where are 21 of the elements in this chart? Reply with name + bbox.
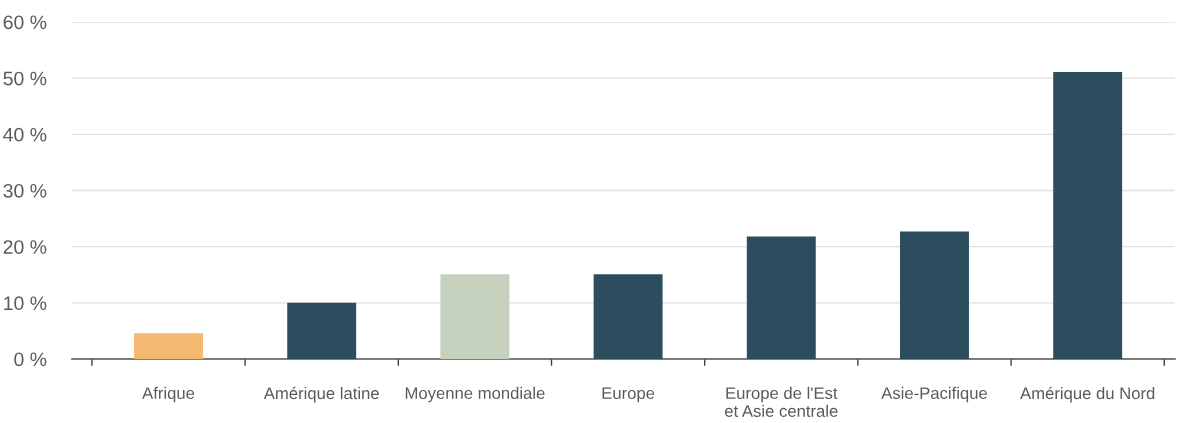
y-tick-label: 10 %: [4, 296, 47, 311]
y-tick-label: 60 %: [3, 15, 47, 30]
bar: [1053, 71, 1123, 359]
y-tick-label: 50 %: [3, 71, 47, 86]
x-tick-label: Afrique: [142, 386, 195, 403]
y-tick-label: 20 %: [3, 240, 47, 254]
x-tick-label: Europe: [602, 387, 655, 403]
y-tick-label: 0 %: [14, 352, 47, 367]
y-tick-label: 30 %: [3, 183, 47, 198]
bar: [134, 333, 203, 359]
bar: [746, 236, 816, 359]
x-tick-label: Europe de l'Est et Asie centrale: [725, 386, 838, 417]
x-tick-label: Moyenne mondiale: [405, 386, 545, 403]
bar: [593, 274, 663, 359]
x-tick-label: Asie-Pacifique: [881, 386, 988, 403]
bar: [287, 302, 357, 359]
bar: [900, 231, 969, 359]
bar: [440, 274, 510, 359]
x-tick-label: Amérique latine: [263, 386, 379, 403]
x-tick-label: Amérique du Nord: [1020, 386, 1155, 403]
y-tick-label: 40 %: [3, 127, 47, 142]
